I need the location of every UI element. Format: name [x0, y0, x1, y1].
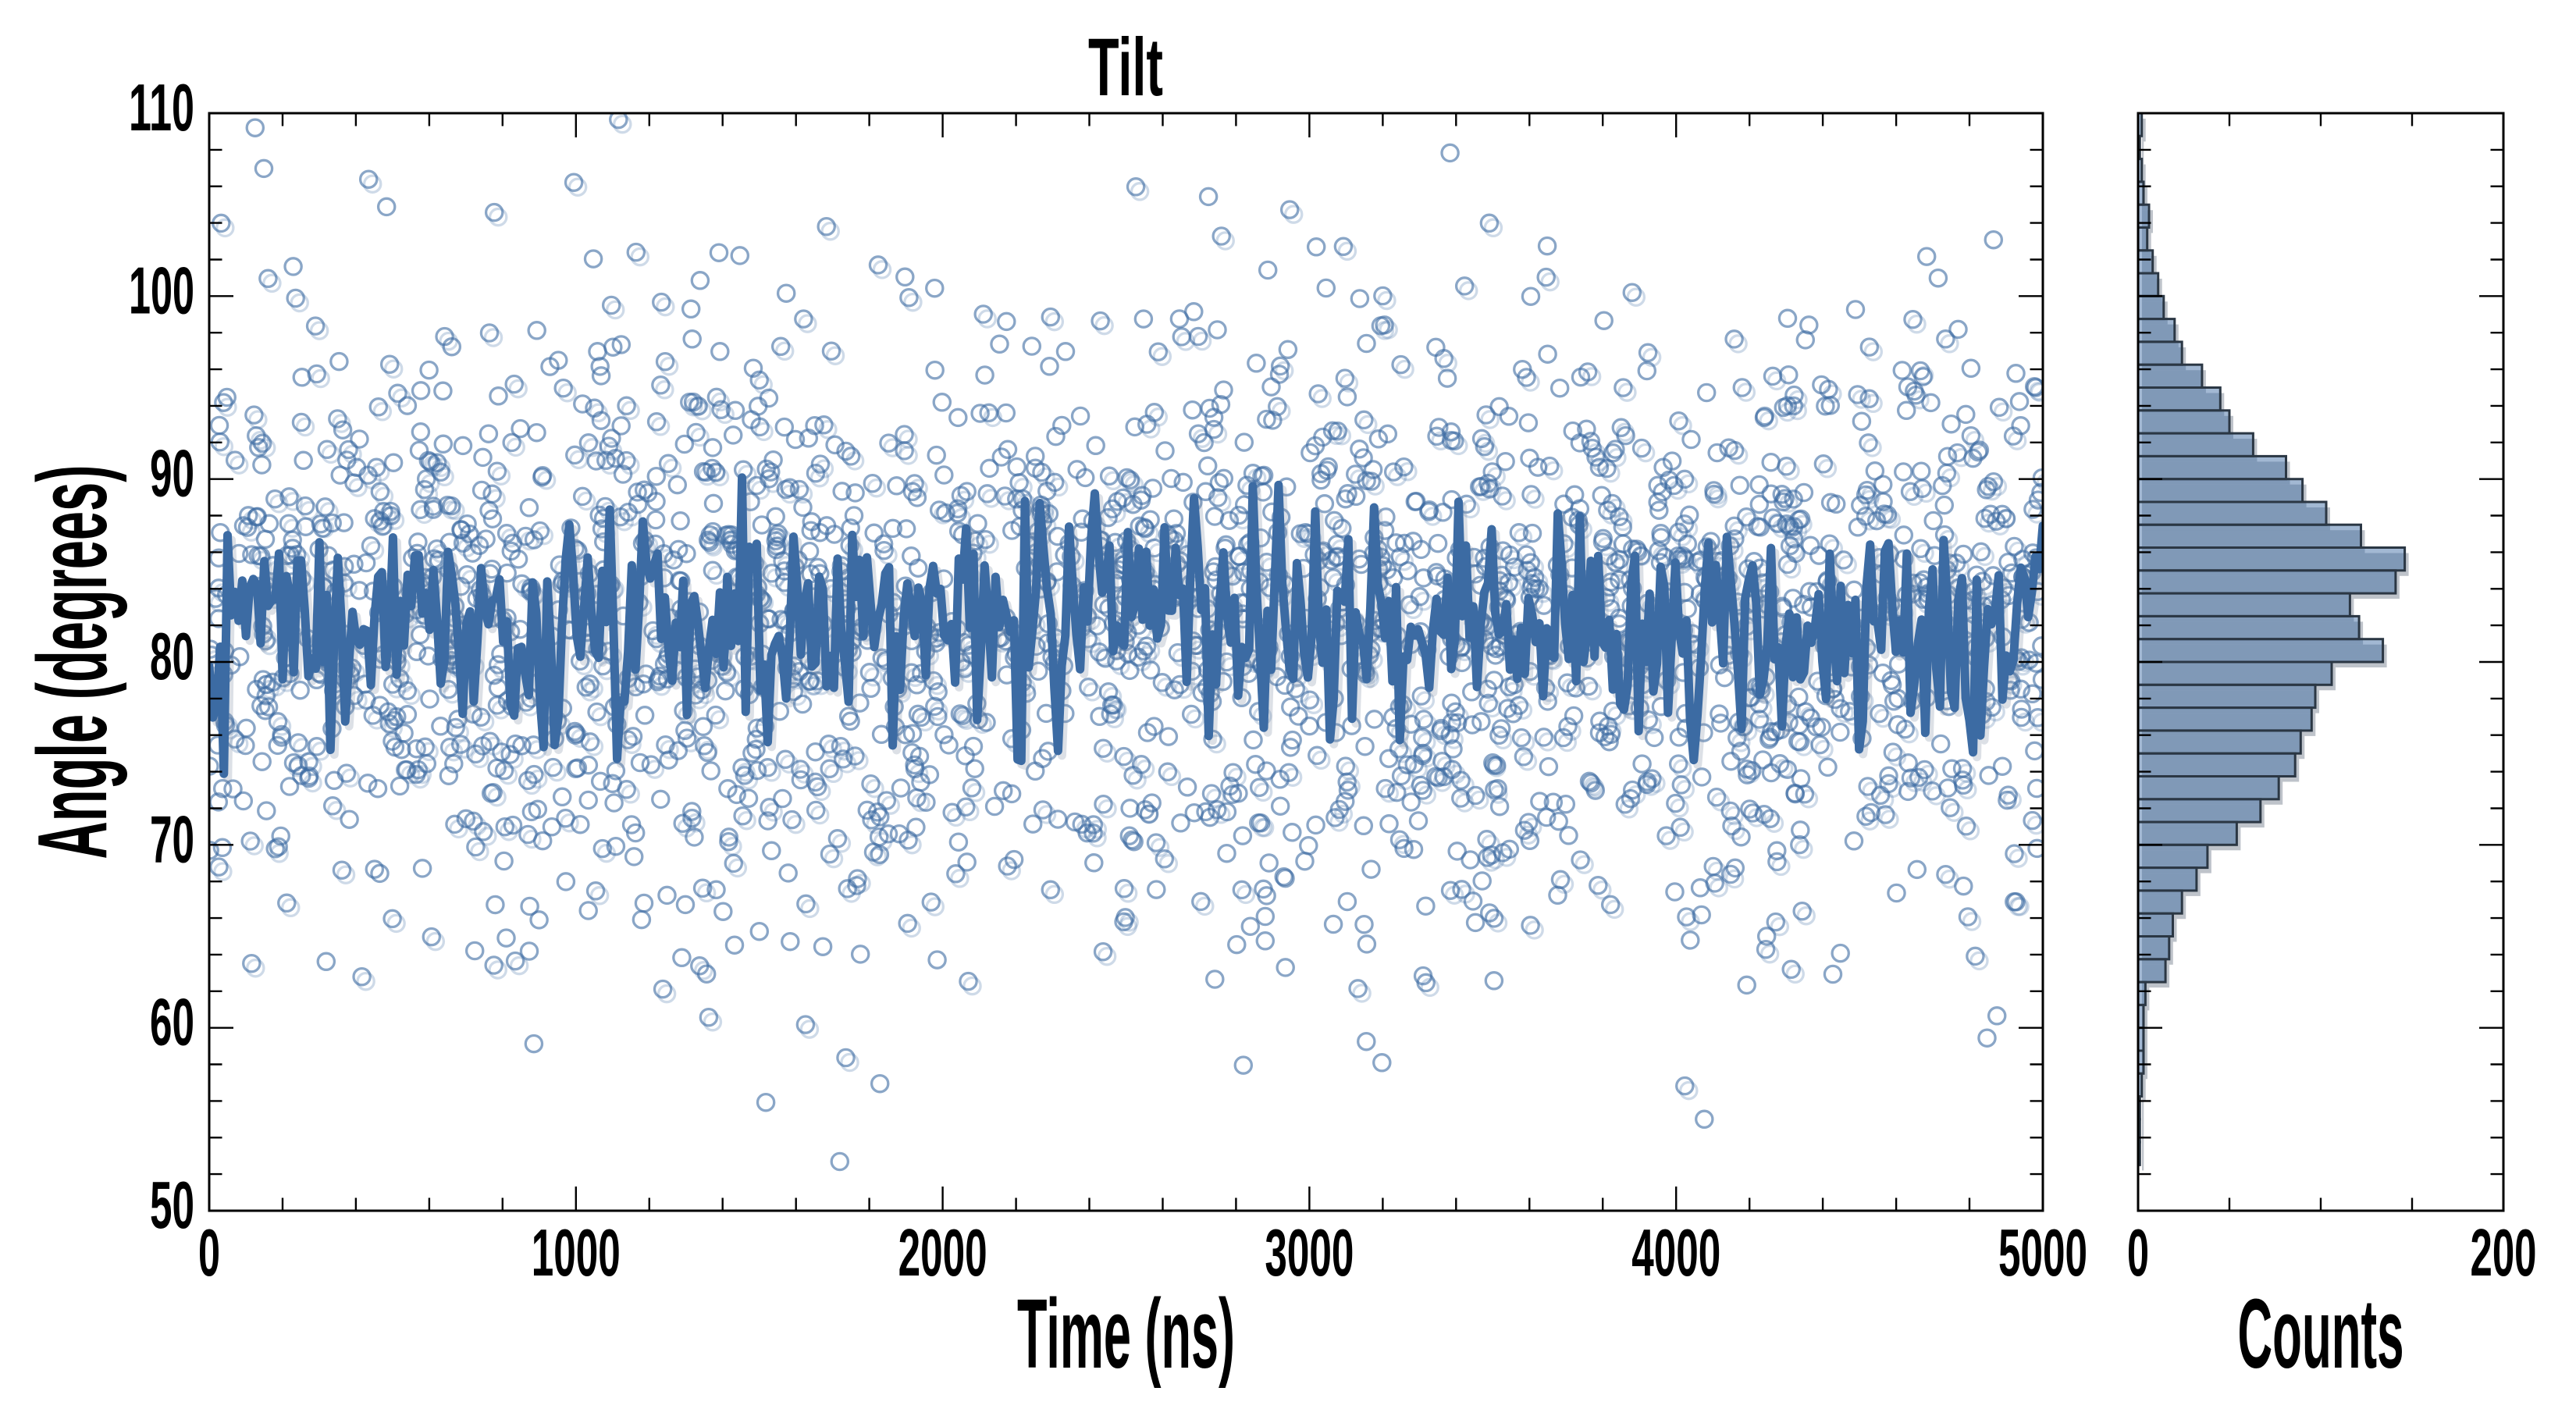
- svg-text:80: 80: [150, 620, 194, 694]
- svg-text:100: 100: [129, 254, 194, 328]
- svg-text:Angle (degrees): Angle (degrees): [17, 465, 127, 859]
- svg-text:2000: 2000: [898, 1216, 987, 1290]
- svg-text:Counts: Counts: [2238, 1279, 2404, 1389]
- svg-text:Time (ns): Time (ns): [1017, 1279, 1235, 1389]
- svg-text:1000: 1000: [532, 1216, 621, 1290]
- svg-text:3000: 3000: [1265, 1216, 1354, 1290]
- svg-text:5000: 5000: [1998, 1216, 2087, 1290]
- svg-text:60: 60: [150, 986, 194, 1060]
- svg-text:90: 90: [150, 437, 194, 511]
- svg-text:Tilt: Tilt: [1088, 22, 1163, 113]
- svg-text:4000: 4000: [1631, 1216, 1720, 1290]
- svg-text:0: 0: [198, 1216, 220, 1290]
- svg-text:70: 70: [150, 802, 194, 877]
- svg-text:0: 0: [2127, 1216, 2149, 1290]
- svg-text:50: 50: [150, 1169, 194, 1243]
- svg-text:110: 110: [129, 71, 194, 145]
- svg-text:200: 200: [2471, 1216, 2537, 1290]
